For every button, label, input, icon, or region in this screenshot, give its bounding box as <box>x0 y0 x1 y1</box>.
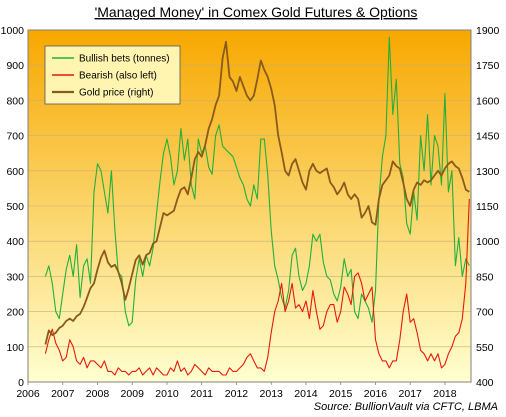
y-axis-left: 0 100 200 300 400 500 600 700 800 900 1000 <box>1 25 25 389</box>
x-tick-label: 2012 <box>225 388 249 400</box>
y-left-tick-label: 500 <box>6 201 24 213</box>
x-tick-label: 2015 <box>329 388 353 400</box>
x-tick-label: 2014 <box>294 388 318 400</box>
x-tick-label: 2011 <box>190 388 213 400</box>
series-line-1 <box>44 36 470 327</box>
y-left-tick-label: 0 <box>18 377 24 389</box>
y-left-tick-label: 800 <box>6 95 24 107</box>
y-left-tick-label: 900 <box>6 60 24 72</box>
y-left-tick-label: 1000 <box>1 25 25 37</box>
y-left-tick-label: 200 <box>6 307 24 319</box>
x-tick-label: 2016 <box>364 388 388 400</box>
legend-label: Bearish (also left) <box>79 71 157 82</box>
y-right-tick-label: 850 <box>476 271 494 283</box>
y-right-tick-label: 700 <box>476 307 494 319</box>
legend: Bullish bets (tonnes) Bearish (also left)… <box>44 45 181 105</box>
legend-label: Gold price (right) <box>79 88 153 99</box>
x-tick-label: 2009 <box>121 388 145 400</box>
source-note: Source: BullionVault via CFTC, LBMA <box>314 401 498 413</box>
y-left-tick-label: 100 <box>6 342 24 354</box>
y-right-tick-label: 1750 <box>476 60 500 72</box>
y-left-tick-label: 700 <box>6 131 24 143</box>
y-right-tick-label: 1000 <box>476 236 500 248</box>
y-right-tick-label: 550 <box>476 342 494 354</box>
x-tick-label: 2018 <box>433 388 457 400</box>
y-right-tick-label: 400 <box>476 377 494 389</box>
series-layer <box>44 36 470 376</box>
x-tick-label: 2017 <box>399 388 423 400</box>
plot-frame <box>27 29 472 383</box>
x-tick-label: 2010 <box>155 388 179 400</box>
y-left-tick-label: 400 <box>6 236 24 248</box>
y-right-tick-label: 1600 <box>476 95 500 107</box>
y-right-tick-label: 1450 <box>476 131 500 143</box>
chart-title: 'Managed Money' in Comex Gold Futures & … <box>95 4 418 20</box>
legend-label: Bullish bets (tonnes) <box>79 54 170 65</box>
x-tick-label: 2007 <box>51 388 75 400</box>
x-axis: 2006 2007 2008 2009 2010 2011 2012 2013 2014 2015… <box>16 382 457 400</box>
y-right-tick-label: 1300 <box>476 166 500 178</box>
y-axis-right: 400 550 700 850 1000 1150 1300 1450 1600 1750 1900 <box>476 25 500 389</box>
x-tick-label: 2006 <box>16 388 40 400</box>
x-tick-label: 2013 <box>260 388 284 400</box>
series-line-2 <box>44 198 470 376</box>
series-line-3 <box>44 40 470 345</box>
y-left-tick-label: 300 <box>6 271 24 283</box>
y-left-tick-label: 600 <box>6 166 24 178</box>
y-right-tick-label: 1900 <box>476 25 500 37</box>
y-right-tick-label: 1150 <box>476 201 499 213</box>
x-tick-label: 2008 <box>86 388 110 400</box>
